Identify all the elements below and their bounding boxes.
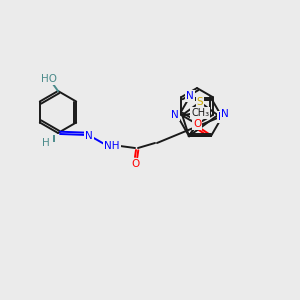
Text: N: N xyxy=(171,110,179,120)
Text: HO: HO xyxy=(41,74,57,84)
Text: N: N xyxy=(221,109,229,119)
Text: N: N xyxy=(169,112,177,122)
Text: N: N xyxy=(218,112,226,122)
Text: S: S xyxy=(197,97,203,107)
Text: CH₃: CH₃ xyxy=(191,108,209,118)
Text: N: N xyxy=(186,91,194,101)
Text: O: O xyxy=(193,119,201,129)
Text: H: H xyxy=(42,138,50,148)
Text: O: O xyxy=(131,159,139,169)
Text: NH: NH xyxy=(104,141,120,151)
Text: N: N xyxy=(85,131,93,141)
